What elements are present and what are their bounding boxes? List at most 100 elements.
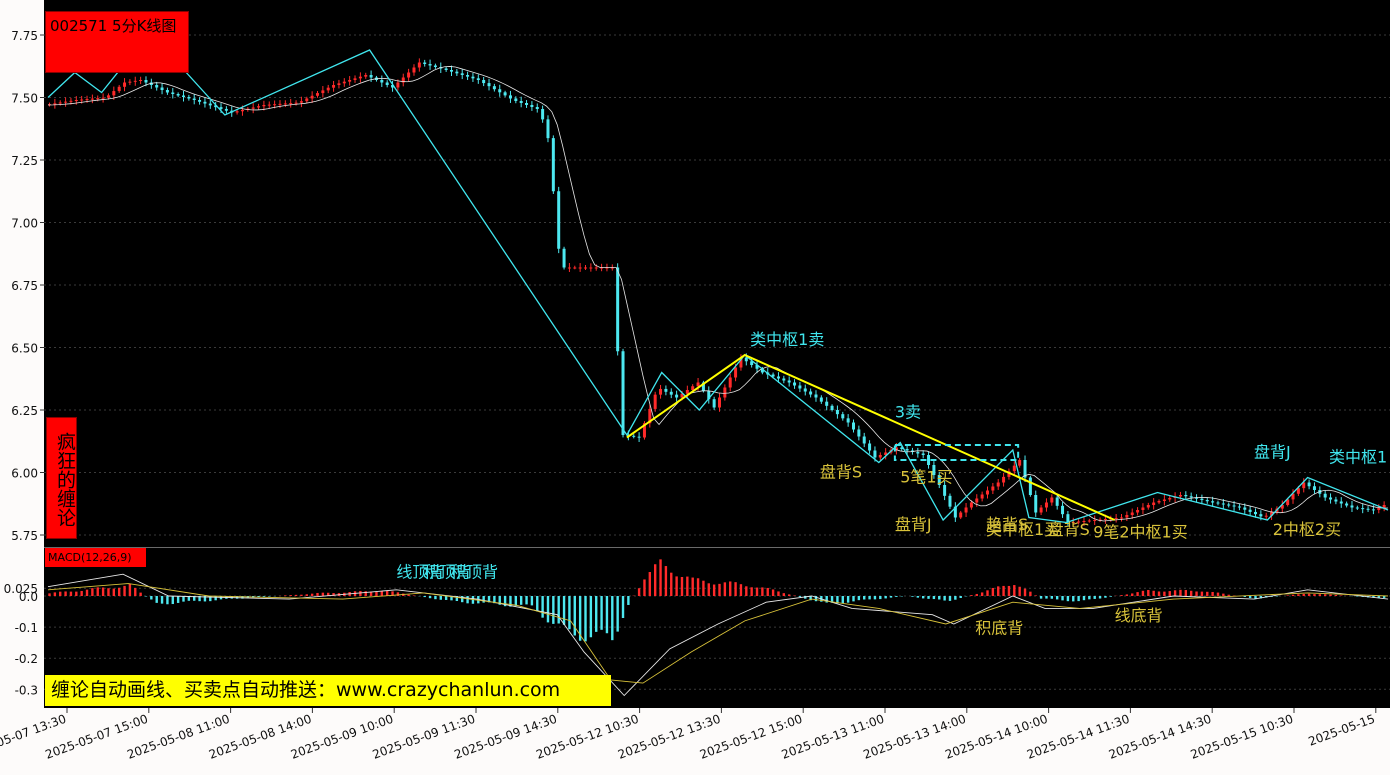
candle-body xyxy=(1350,505,1354,508)
candle-body xyxy=(1195,497,1199,499)
candle-body xyxy=(1120,517,1123,519)
candle-body xyxy=(326,87,330,91)
candle-body xyxy=(433,65,437,67)
candle-body xyxy=(267,104,271,106)
macd-histogram xyxy=(48,559,1386,642)
candle-body xyxy=(219,107,223,109)
candle-body xyxy=(986,490,989,495)
candle-body xyxy=(943,485,947,496)
macd-annotation: 积顶背 xyxy=(450,562,498,581)
candle-body xyxy=(294,102,298,104)
candle-body xyxy=(567,267,571,269)
candle-body xyxy=(771,374,775,377)
candle-body xyxy=(696,382,700,387)
candle-body xyxy=(332,85,336,88)
candle-body xyxy=(1227,504,1231,506)
macd-annotation: 线顶背 xyxy=(396,562,444,581)
candle-body xyxy=(905,449,909,451)
candle-body xyxy=(1018,460,1022,466)
candle-body xyxy=(1216,502,1220,504)
candle-body xyxy=(546,119,550,139)
candle-body xyxy=(1087,520,1091,522)
chart-annotation: 盘背S xyxy=(820,463,862,482)
candle-body xyxy=(948,495,952,507)
candle-body xyxy=(1355,507,1359,509)
candle-body xyxy=(1312,486,1316,490)
candle-body xyxy=(1039,507,1043,513)
candle-body xyxy=(932,465,936,475)
macd-tick-label: -0.3 xyxy=(15,683,38,697)
candle-body xyxy=(1050,497,1054,503)
chart-title: 002571 5分K线图 xyxy=(45,11,189,73)
candle-body xyxy=(1329,497,1333,500)
candle-body xyxy=(584,267,587,269)
candle-body xyxy=(1280,505,1284,509)
segment-lines xyxy=(626,353,1116,521)
candle-body xyxy=(492,86,496,90)
candle-body xyxy=(723,387,727,398)
candle-body xyxy=(701,382,705,391)
candle-body xyxy=(519,101,523,103)
candle-body xyxy=(525,103,529,105)
candle-body xyxy=(1093,520,1097,521)
candle-body xyxy=(417,62,421,68)
candle-body xyxy=(1259,514,1263,517)
candle-body xyxy=(348,80,352,82)
candle-body xyxy=(476,78,480,80)
candle-body xyxy=(69,100,73,102)
candle-body xyxy=(1221,503,1225,505)
candle-body xyxy=(1200,498,1204,500)
candle-body xyxy=(659,388,663,395)
zhongshu-rect xyxy=(893,444,1020,461)
promo-banner[interactable]: 缠论自动画线、买卖点自动推送：www.crazychanlun.com xyxy=(45,675,611,706)
y-tick-label: 5.75 xyxy=(11,529,38,543)
candle-body xyxy=(1361,508,1365,510)
candle-body xyxy=(616,267,620,352)
candle-body xyxy=(835,410,839,415)
candle-body xyxy=(310,95,314,99)
ma-line xyxy=(47,66,1389,522)
candle-body xyxy=(358,76,362,79)
candle-body xyxy=(90,98,94,100)
candle-body xyxy=(1323,493,1327,498)
candle-body xyxy=(1066,514,1070,523)
candle-body xyxy=(562,248,566,268)
candle-body xyxy=(1232,505,1236,507)
macd-annotation: 积底背 xyxy=(975,618,1023,637)
macd-annotation: 线底背 xyxy=(1115,606,1163,625)
candle-body xyxy=(450,70,453,72)
candle-body xyxy=(401,77,405,83)
candle-body xyxy=(996,482,1000,487)
candle-body xyxy=(653,394,657,409)
candle-body xyxy=(632,435,636,437)
dea-line xyxy=(47,583,1389,684)
candle-body xyxy=(353,78,357,80)
candle-body xyxy=(878,455,882,458)
candle-body xyxy=(423,62,427,64)
candle-body xyxy=(664,388,668,392)
candle-body xyxy=(514,98,518,101)
candle-body xyxy=(530,105,534,107)
candle-body xyxy=(830,405,834,410)
candle-body xyxy=(1286,499,1290,505)
candle-body xyxy=(578,267,582,269)
candle-body xyxy=(117,86,121,92)
candle-body xyxy=(744,357,748,362)
candle-body xyxy=(675,394,679,398)
candle-body xyxy=(600,267,604,269)
candle-body xyxy=(1377,507,1381,510)
candle-body xyxy=(605,267,609,269)
candle-body xyxy=(508,95,512,99)
candle-body xyxy=(648,408,652,424)
candle-body xyxy=(927,455,931,465)
candle-body xyxy=(1371,509,1375,511)
y-tick-label: 6.25 xyxy=(11,404,38,418)
candle-body xyxy=(535,107,539,109)
candle-body xyxy=(589,267,593,269)
candle-body xyxy=(884,452,888,455)
macd-tick-label: -0.2 xyxy=(15,652,38,666)
candle-body xyxy=(734,367,738,378)
candle-body xyxy=(96,98,100,100)
candle-body xyxy=(1270,512,1274,516)
candle-body xyxy=(482,80,486,84)
